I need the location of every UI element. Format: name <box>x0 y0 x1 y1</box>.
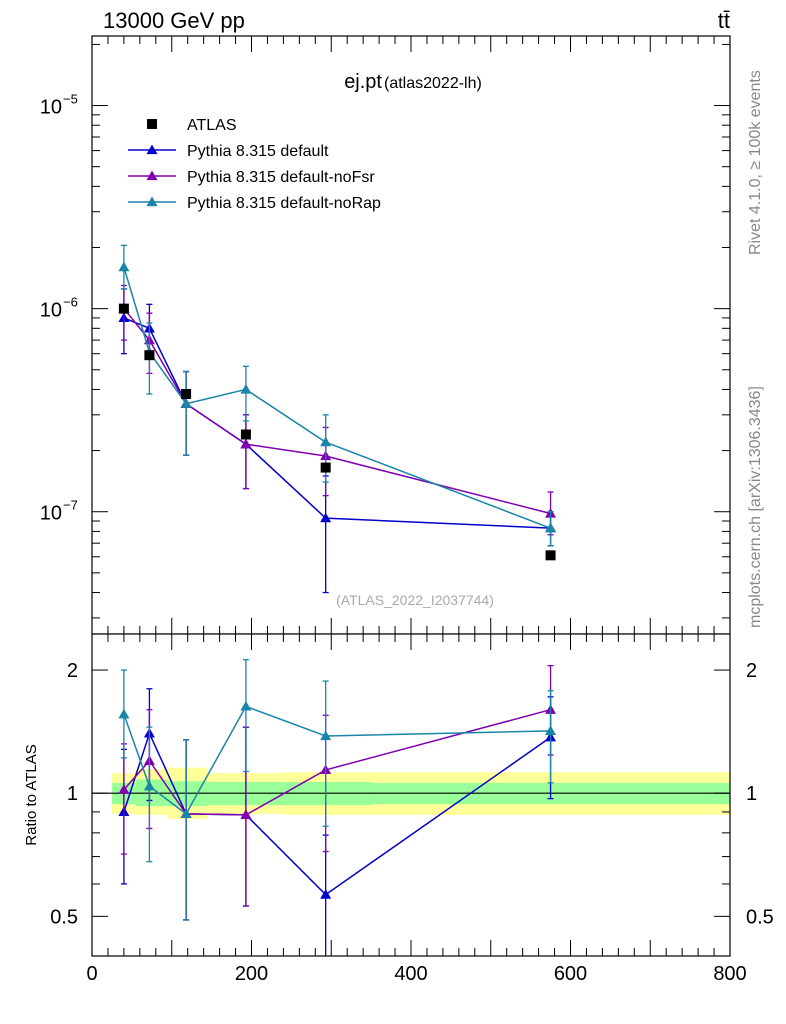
ratio-y-axis-label: Ratio to ATLAS <box>23 744 40 845</box>
energy-label: 13000 GeV pp <box>103 8 245 33</box>
plot-title: ej.pt <box>344 71 382 93</box>
legend-marker <box>147 119 157 129</box>
main-y-tick-exponent: −6 <box>63 295 78 310</box>
x-tick-label: 400 <box>394 963 427 985</box>
atlas-data-point <box>320 462 331 473</box>
ratio-y-tick-label-left: 0.5 <box>50 906 78 928</box>
atlas-data-point <box>545 550 556 561</box>
main-panel-background <box>92 36 730 634</box>
main-y-tick-label: 10 <box>40 97 62 119</box>
atlas-data-point <box>144 350 155 361</box>
x-tick-label: 0 <box>86 963 97 985</box>
legend-marker <box>146 144 158 155</box>
main-data-point <box>545 522 557 533</box>
main-y-tick-exponent: −7 <box>63 498 78 513</box>
atlas-data-group <box>118 303 556 561</box>
main-data-point <box>320 436 332 447</box>
ratio-panel-frame <box>91 633 731 957</box>
legend-entry: Pythia 8.315 default <box>128 143 329 160</box>
ratio-data-point <box>240 809 252 820</box>
legend-label: Pythia 8.315 default-noFsr <box>187 169 375 186</box>
ratio-y-tick-label-right: 2 <box>746 660 757 682</box>
ratio-y-tick-label-left: 2 <box>67 660 78 682</box>
rivet-version-label: Rivet 4.1.0, ≥ 100k events <box>747 70 764 255</box>
main-axis-ticks: 10−510−610−7 <box>40 36 731 634</box>
legend-label: Pythia 8.315 default <box>187 143 329 160</box>
main-data-point <box>118 261 130 272</box>
legend: ATLAS Pythia 8.315 default Pythia 8.315 de… <box>128 117 381 212</box>
atlas-data-point <box>240 429 251 440</box>
main-y-tick-exponent: −5 <box>63 92 78 107</box>
legend-entry: Pythia 8.315 default-noRap <box>128 195 381 212</box>
x-tick-label: 200 <box>235 963 268 985</box>
main-series-line <box>123 308 551 515</box>
ratio-y-tick-label-left: 1 <box>67 783 78 805</box>
ratio-series-group <box>118 659 557 921</box>
analysis-watermark: (ATLAS_2022_I2037744) <box>336 592 494 608</box>
mcplots-label: mcplots.cern.ch [arXiv:1306.3436] <box>747 386 764 628</box>
ratio-y-tick-label-right: 0.5 <box>746 906 774 928</box>
main-series-layer <box>118 244 557 594</box>
ratio-data-point <box>118 784 130 794</box>
main-series-group <box>118 244 557 547</box>
main-data-point <box>180 398 192 408</box>
atlas-data-point <box>118 303 129 314</box>
legend-label: ATLAS <box>187 117 237 134</box>
x-tick-label: 800 <box>713 963 746 985</box>
main-y-tick-label: 10 <box>40 503 62 525</box>
x-tick-label: 600 <box>554 963 587 985</box>
legend-marker <box>146 170 158 181</box>
ratio-series-layer <box>118 659 557 956</box>
ratio-y-tick-label-right: 1 <box>746 783 757 805</box>
atlas-data-point <box>181 388 192 399</box>
main-series-line <box>123 266 551 529</box>
legend-entry: Pythia 8.315 default-noFsr <box>128 169 375 186</box>
main-data-point <box>320 512 332 523</box>
legend-marker <box>146 196 158 207</box>
legend-label: Pythia 8.315 default-noRap <box>187 195 381 212</box>
ratio-data-point <box>545 725 557 736</box>
plot-subtitle: (atlas2022-lh) <box>384 75 482 92</box>
ratio-series-line <box>123 708 551 816</box>
main-data-point <box>240 383 252 394</box>
main-data-point <box>240 438 252 449</box>
ratio-series-line <box>123 705 551 816</box>
main-y-tick-label: 10 <box>40 300 62 322</box>
ratio-axis-ticks: 0.5 0.5 1 1 2 2 0 200 400 600 800 <box>50 634 774 985</box>
process-label: tt̄ <box>718 8 730 33</box>
ratio-data-point <box>118 708 130 719</box>
main-panel: 10−510−610−7 ej.pt (atlas2022-lh) (ATLAS… <box>40 35 731 635</box>
ratio-data-point <box>143 780 155 791</box>
ratio-data-point <box>240 700 252 711</box>
ratio-data-point <box>180 808 192 819</box>
ratio-data-point <box>320 889 332 899</box>
ratio-data-point <box>320 730 332 741</box>
ratio-panel: 0.5 0.5 1 1 2 2 0 200 400 600 800 Ratio to ATLAS <box>23 633 774 985</box>
legend-entry: ATLAS <box>147 117 237 134</box>
